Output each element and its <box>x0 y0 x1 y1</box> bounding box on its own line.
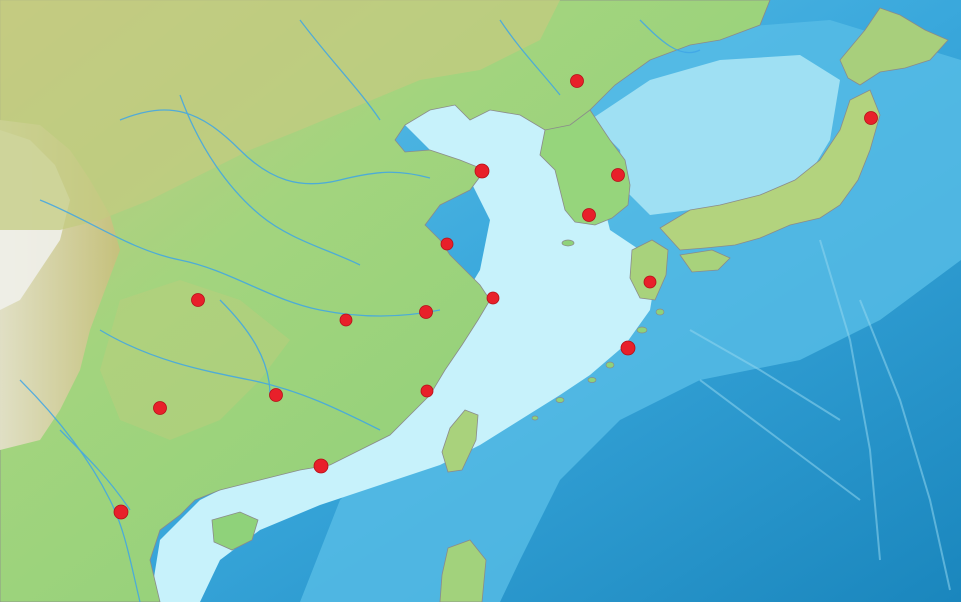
korea-peninsula <box>539 109 631 226</box>
trench-lines <box>689 239 951 591</box>
taiwan-island <box>441 409 479 473</box>
city-marker[interactable] <box>419 305 433 319</box>
japan-shikoku <box>679 249 731 273</box>
city-marker[interactable] <box>191 293 205 307</box>
city-marker[interactable] <box>570 74 584 88</box>
city-marker[interactable] <box>113 504 129 520</box>
city-marker[interactable] <box>611 168 625 182</box>
luzon-island <box>439 539 487 602</box>
city-marker[interactable] <box>864 111 878 125</box>
city-marker[interactable] <box>486 291 500 305</box>
upland-central <box>100 280 290 440</box>
city-marker[interactable] <box>313 458 329 474</box>
city-marker[interactable] <box>582 208 596 222</box>
japan-honshu <box>659 89 881 251</box>
city-marker[interactable] <box>269 388 283 402</box>
city-marker[interactable] <box>620 340 636 356</box>
city-marker[interactable] <box>440 237 454 251</box>
japan-hokkaido <box>839 7 949 86</box>
hainan-island <box>211 511 259 551</box>
city-marker[interactable] <box>339 313 353 327</box>
city-marker[interactable] <box>643 275 657 289</box>
river-network <box>19 19 701 602</box>
japan-kyushu <box>629 239 669 301</box>
city-marker[interactable] <box>474 163 490 179</box>
upland-north <box>0 0 560 230</box>
city-markers <box>113 74 878 520</box>
city-marker[interactable] <box>153 401 167 415</box>
sea-of-japan-shelf <box>590 55 840 215</box>
city-marker[interactable] <box>420 384 434 398</box>
